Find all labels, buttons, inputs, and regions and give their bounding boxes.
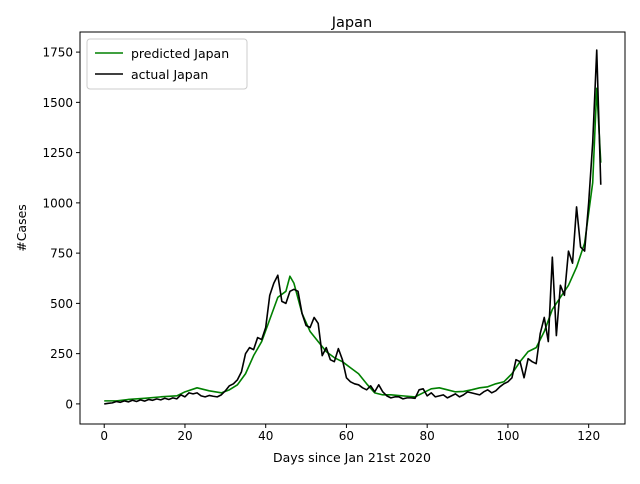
plot-area bbox=[104, 49, 602, 405]
axes-frame bbox=[79, 31, 626, 425]
x-axis: 0 20 40 60 80 100 120 bbox=[100, 424, 600, 443]
chart-title: Japan bbox=[331, 15, 372, 31]
legend-label-predicted: predicted Japan bbox=[131, 46, 229, 61]
x-tick-label: 80 bbox=[420, 429, 435, 443]
x-tick-label: 40 bbox=[258, 429, 273, 443]
y-axis: 0 250 500 750 1000 1250 1500 1750 bbox=[42, 46, 80, 411]
y-axis-label: #Cases bbox=[14, 204, 29, 252]
x-tick-label: 60 bbox=[339, 429, 354, 443]
y-tick-label: 750 bbox=[50, 247, 73, 261]
y-tick-label: 1000 bbox=[42, 196, 73, 210]
x-tick-label: 120 bbox=[577, 429, 600, 443]
series-line-actual bbox=[104, 49, 602, 405]
x-axis-label: Days since Jan 21st 2020 bbox=[273, 450, 431, 465]
y-tick-label: 1750 bbox=[42, 46, 73, 60]
x-tick-label: 20 bbox=[177, 429, 192, 443]
x-tick-label: 0 bbox=[100, 429, 108, 443]
y-tick-label: 1500 bbox=[42, 96, 73, 110]
legend-box bbox=[86, 38, 248, 90]
y-tick-label: 1250 bbox=[42, 146, 73, 160]
x-tick-label: 100 bbox=[496, 429, 519, 443]
y-tick-label: 500 bbox=[50, 297, 73, 311]
y-tick-label: 250 bbox=[50, 347, 73, 361]
legend: predicted Japan actual Japan bbox=[86, 38, 248, 90]
legend-label-actual: actual Japan bbox=[131, 67, 208, 82]
y-tick-label: 0 bbox=[65, 397, 73, 411]
